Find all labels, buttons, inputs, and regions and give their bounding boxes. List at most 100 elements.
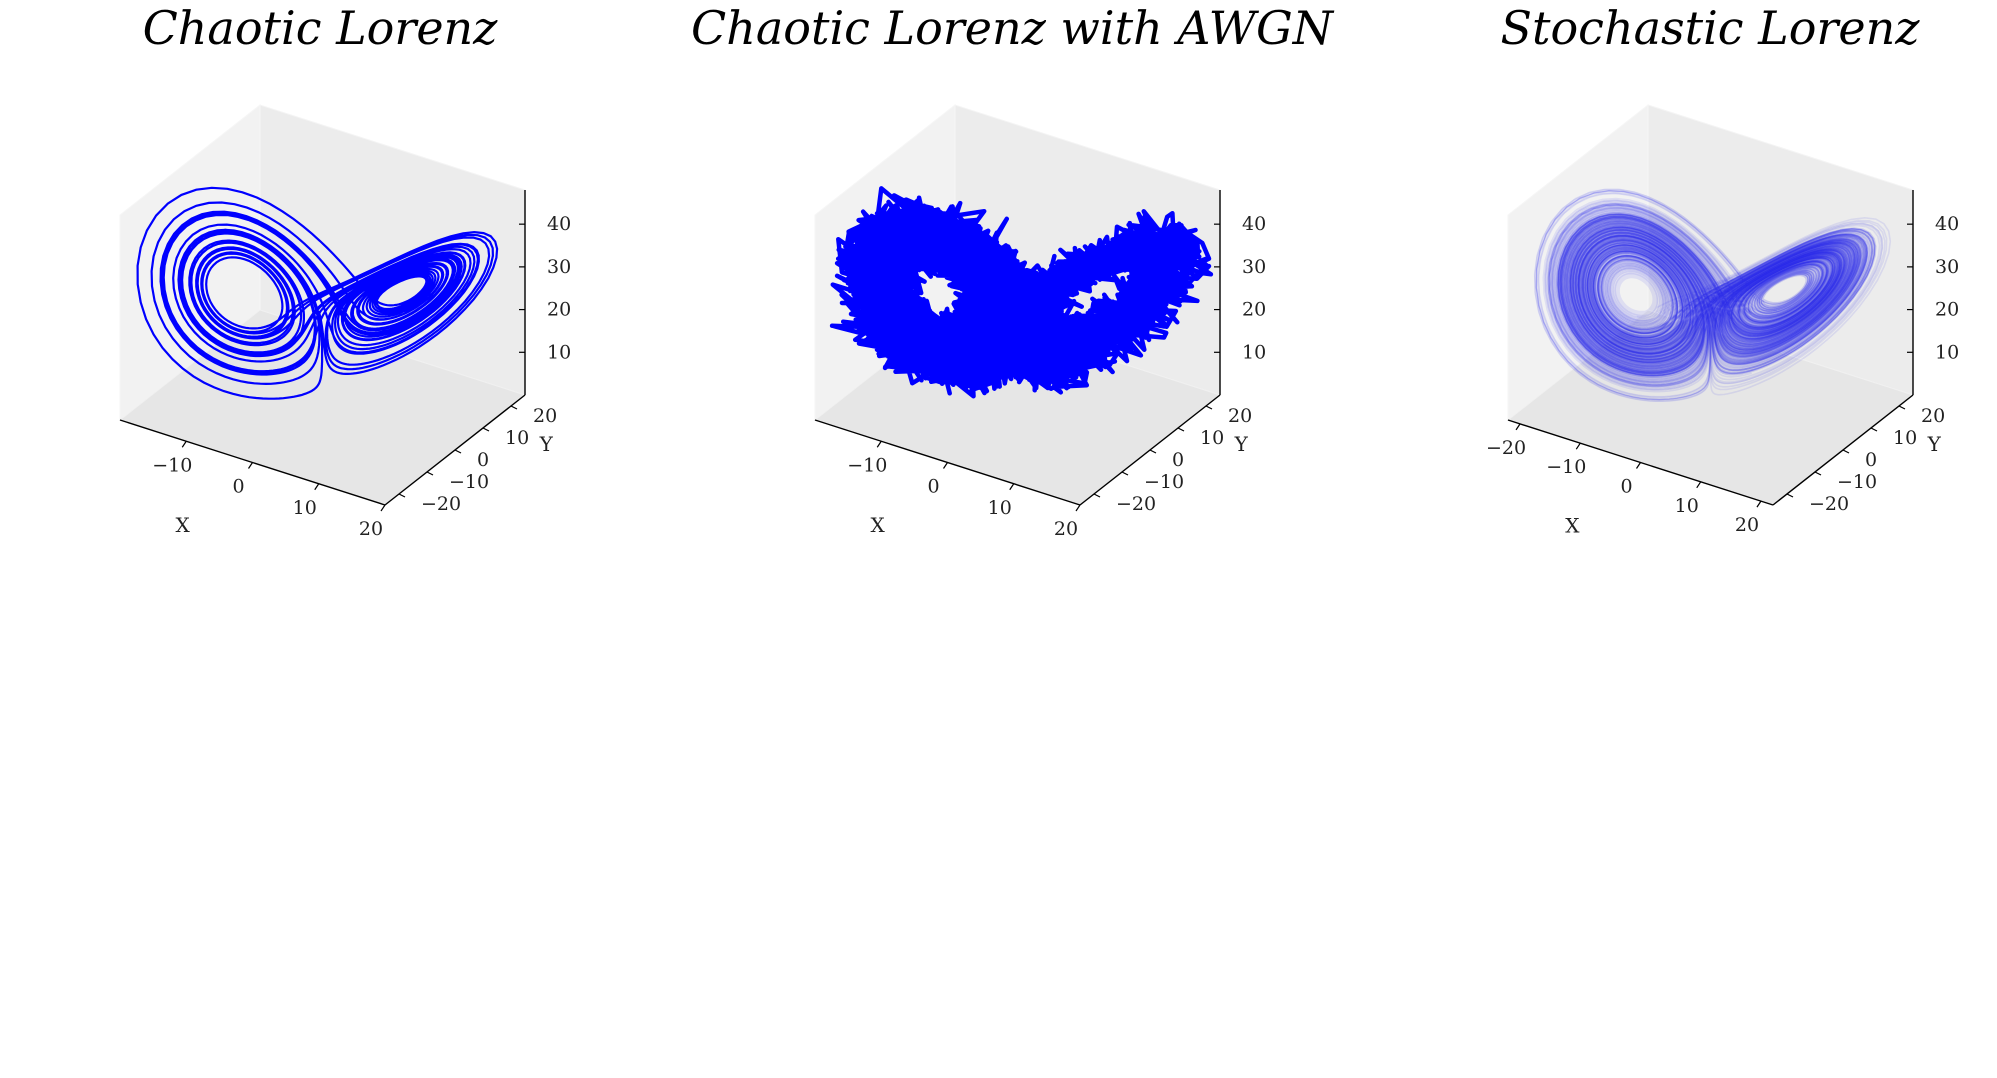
z-tick-label: 20 (1935, 299, 1959, 321)
series-line (1556, 212, 1874, 378)
y-tick (510, 405, 518, 410)
y-tick (1898, 405, 1906, 410)
y-axis-label: Y (539, 432, 554, 456)
y-tick-label: 0 (1865, 449, 1877, 471)
y-tick (1121, 471, 1129, 476)
series-line (1547, 203, 1876, 387)
y-tick-label: 10 (1200, 427, 1224, 449)
x-tick (1009, 483, 1015, 491)
x-tick-label: −10 (1546, 456, 1586, 478)
y-tick (398, 493, 406, 498)
z-tick-label: 10 (547, 341, 571, 363)
y-tick-label: 0 (477, 449, 489, 471)
series-line (1542, 197, 1888, 393)
x-axis-label: X (871, 513, 886, 537)
z-tick-label: 10 (1242, 341, 1266, 363)
panel-title: Chaotic Lorenz (143, 1, 499, 55)
z-tick-label: 40 (1242, 213, 1266, 235)
x-tick (314, 483, 320, 491)
y-tick-label: −10 (449, 471, 489, 493)
y-tick-label: 20 (1921, 405, 1945, 427)
x-tick (181, 440, 187, 448)
series-line (1546, 202, 1876, 388)
x-tick (1636, 462, 1641, 469)
z-tick-label: 10 (1935, 341, 1959, 363)
y-tick-label: −10 (1837, 471, 1877, 493)
z-tick-label: 30 (1242, 256, 1266, 278)
y-tick-label: 0 (1172, 449, 1184, 471)
x-tick-label: 0 (1620, 476, 1632, 498)
series-line (1557, 213, 1883, 384)
x-tick-label: 20 (359, 518, 383, 540)
series-line (1537, 192, 1886, 399)
x-tick-label: 20 (1054, 518, 1078, 540)
x-tick-label: 10 (293, 497, 317, 519)
x-tick (380, 504, 386, 512)
series-line (1534, 188, 1874, 402)
x-axis-label: X (1565, 514, 1580, 538)
y-axis-label: Y (1234, 432, 1249, 456)
x-tick (876, 440, 882, 448)
panel-title: Chaotic Lorenz with AWGN (691, 1, 1335, 55)
z-tick-label: 30 (1935, 256, 1959, 278)
y-axis-label: Y (1927, 432, 1942, 456)
series-line (1547, 202, 1870, 388)
x-tick-label: 0 (927, 476, 939, 498)
x-tick-label: 20 (1735, 514, 1759, 536)
z-tick-label: 30 (547, 256, 571, 278)
y-tick-label: −20 (1809, 493, 1849, 515)
y-tick-label: −10 (1144, 471, 1184, 493)
y-tick-label: 10 (1893, 427, 1917, 449)
x-tick (248, 462, 253, 469)
x-tick (1696, 481, 1702, 489)
series-line (1544, 199, 1872, 391)
y-tick (1870, 427, 1878, 432)
series-line (1536, 190, 1853, 400)
y-tick (1786, 493, 1794, 498)
series-line (1544, 199, 1881, 391)
x-tick-label: −20 (1486, 437, 1526, 459)
x-tick (1575, 442, 1581, 450)
z-tick-label: 20 (1242, 299, 1266, 321)
series-line (1550, 206, 1871, 384)
series-line (1559, 216, 1868, 374)
series-line (1547, 202, 1867, 388)
chart-panel: Chaotic Lorenz−1001020X−20−1001020Y10203… (118, 1, 571, 540)
x-tick (1075, 504, 1081, 512)
series-line (1551, 207, 1884, 385)
x-axis-label: X (176, 513, 191, 537)
series-line (1533, 188, 1892, 402)
x-tick-label: −10 (152, 454, 192, 476)
y-tick (454, 449, 462, 454)
y-tick (1093, 493, 1101, 498)
y-tick-label: 20 (1228, 405, 1252, 427)
y-tick (1814, 471, 1822, 476)
panel-title: Stochastic Lorenz (1500, 1, 1920, 55)
series-line (829, 186, 1214, 399)
x-tick-label: −10 (847, 454, 887, 476)
y-tick-label: 10 (505, 427, 529, 449)
z-tick-label: 20 (547, 299, 571, 321)
y-tick (1177, 427, 1185, 432)
y-tick (426, 471, 434, 476)
x-tick (1515, 423, 1521, 431)
series-line (1555, 211, 1875, 379)
y-tick (1842, 449, 1850, 454)
y-tick-label: 20 (533, 405, 557, 427)
x-tick (1756, 500, 1762, 508)
x-tick-label: 10 (1675, 495, 1699, 517)
y-tick (1205, 405, 1213, 410)
y-tick (1149, 449, 1157, 454)
series-line (1546, 201, 1877, 389)
y-tick-label: −20 (421, 493, 461, 515)
series-line (1535, 189, 1876, 401)
x-tick (943, 462, 948, 469)
z-tick-label: 40 (547, 213, 571, 235)
series-line (1551, 207, 1877, 383)
chart-panel: Stochastic Lorenz−20−1001020X−20−1001020… (1486, 1, 1959, 538)
series-line (1551, 206, 1873, 384)
y-tick (482, 427, 490, 432)
x-tick-label: 0 (232, 476, 244, 498)
chart-panel: Chaotic Lorenz with AWGN−1001020X−20−100… (691, 1, 1335, 540)
